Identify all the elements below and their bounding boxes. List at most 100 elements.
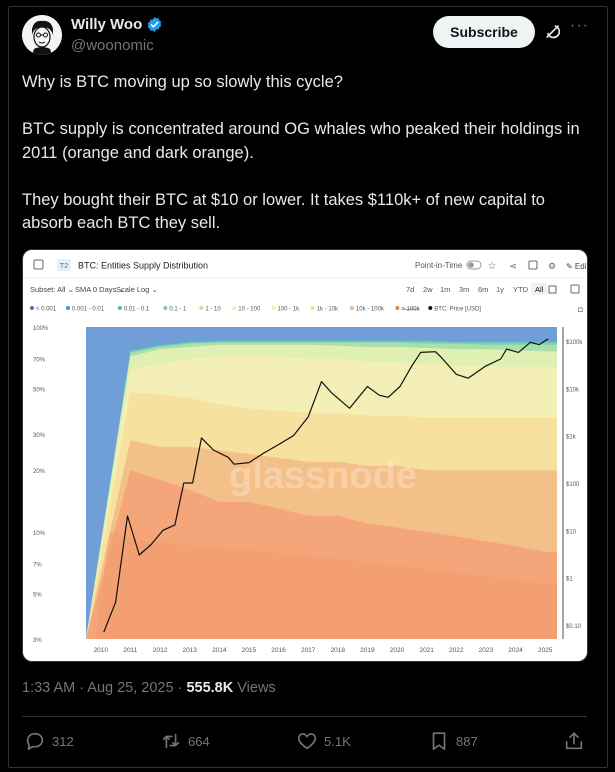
author-handle[interactable]: @woonomic: [71, 37, 154, 54]
share-chart-icon: ⋖: [509, 261, 517, 271]
grok-button[interactable]: [543, 22, 563, 42]
share-icon: [565, 732, 583, 750]
left-axis-tick: 5%: [33, 593, 42, 599]
legend-swatch: [395, 306, 400, 310]
like-button[interactable]: 5.1K: [296, 730, 351, 752]
x-axis-tick: 2015: [242, 647, 257, 654]
x-axis-tick: 2011: [123, 647, 137, 654]
sma-dropdown: SMA 0 Days ⌄: [75, 285, 125, 294]
legend-swatch: [66, 306, 71, 310]
x-axis-tick: 2020: [390, 647, 405, 654]
right-axis-tick: $1: [566, 577, 573, 583]
area-gt-100k: [94, 531, 558, 639]
legend-swatch: [30, 306, 34, 310]
scale-dropdown: Scale Log ⌄: [116, 285, 158, 294]
legend-entry: 0.01 - 0.1: [124, 307, 150, 313]
x-axis-tick: 2025: [538, 647, 553, 654]
legend-swatch: [310, 306, 315, 310]
tweet-paragraph-1: Why is BTC moving up so slowly this cycl…: [22, 73, 343, 91]
x-axis-tick: 2024: [508, 647, 523, 654]
chart-title: BTC: Entities Supply Distribution: [78, 261, 208, 271]
tier-badge-bg: [57, 259, 71, 271]
share-button[interactable]: [563, 730, 585, 752]
legend-entry: 100 - 1k: [278, 307, 301, 313]
x-axis-tick: 2016: [271, 647, 286, 654]
toggle-knob: [468, 262, 474, 268]
sidebar-toggle-icon: [33, 259, 44, 270]
avatar-sketch-icon: [22, 15, 62, 55]
legend-swatch: [232, 306, 237, 310]
range-1m: 1m: [440, 285, 450, 294]
x-axis-tick: 2014: [212, 647, 227, 654]
range-active-bg: [531, 283, 547, 295]
x-axis-tick: 2018: [331, 647, 346, 654]
legend-entry: 0.001 - 0.01: [72, 307, 105, 313]
grok-icon: [546, 25, 561, 39]
tweet-paragraph-3: They bought their BTC at $10 or lower. I…: [22, 190, 545, 233]
calendar-icon: [570, 284, 580, 294]
author-name[interactable]: Willy Woo: [71, 16, 143, 33]
subscribe-button[interactable]: Subscribe: [433, 16, 535, 48]
pre-data-mask: [56, 327, 86, 639]
camera-icon: ◘: [578, 305, 583, 314]
range-6m: 6m: [478, 285, 488, 294]
repost-button[interactable]: 664: [160, 730, 210, 752]
reply-button[interactable]: 312: [24, 730, 74, 752]
tweet-timestamp[interactable]: 1:33 AM · Aug 25, 2025 ·: [22, 680, 187, 696]
bookmark-count: 887: [456, 733, 478, 749]
author-name-row[interactable]: Willy Woo: [71, 16, 163, 33]
action-bar: 312 664 5.1K 887: [22, 730, 587, 756]
bookmark-icon: [432, 732, 446, 751]
point-in-time-label: Point-in-Time: [415, 261, 463, 270]
legend-swatch: [163, 306, 168, 310]
heart-icon: [297, 733, 317, 750]
right-axis-tick: $100k: [566, 340, 583, 346]
reply-icon: [26, 732, 44, 751]
watermark: glassnode: [229, 455, 417, 497]
tweet-paragraph-2: BTC supply is concentrated around OG wha…: [22, 120, 580, 162]
tier-badge: T2: [60, 261, 69, 270]
avatar[interactable]: [22, 15, 62, 55]
right-axis-tick: $100: [566, 482, 580, 488]
legend-swatch: [199, 306, 204, 310]
legend-entry: 1 - 10: [205, 307, 221, 313]
left-axis-tick: 100%: [33, 326, 49, 332]
legend-entry: 0.1 - 1: [169, 307, 187, 313]
like-count: 5.1K: [324, 733, 351, 749]
x-axis-tick: 2019: [360, 647, 375, 654]
fullscreen-icon: [548, 285, 557, 294]
legend-entry: < 0.001: [36, 307, 57, 313]
copy-icon: [528, 260, 538, 270]
x-axis-tick: 2012: [153, 647, 168, 654]
left-axis-tick: 50%: [33, 388, 46, 394]
verified-badge-icon: [148, 17, 162, 32]
chart-image[interactable]: T2 BTC: Entities Supply Distribution Point…: [22, 249, 588, 662]
legend-entry: 1k - 10k: [317, 307, 339, 313]
chart-svg: T2 BTC: Entities Supply Distribution Point…: [23, 259, 587, 654]
repost-count: 664: [188, 733, 210, 749]
more-options-button[interactable]: ···: [570, 17, 590, 40]
x-axis-tick: 2022: [449, 647, 464, 654]
views-count: 555.8K: [186, 680, 234, 696]
legend-entry: BTC: Price [USD]: [434, 307, 481, 313]
left-axis-tick: 3%: [33, 638, 42, 644]
subset-dropdown: Subset: All ⌄: [30, 285, 74, 294]
more-icon: ···: [570, 17, 589, 34]
right-axis-tick: $10: [566, 529, 577, 535]
legend-entry: 10k - 100k: [356, 307, 385, 313]
x-axis-tick: 2021: [419, 647, 434, 654]
range-7d: 7d: [406, 285, 414, 294]
legend-swatch: [349, 306, 354, 310]
btc-price-line: [103, 338, 549, 633]
legend-swatch: [271, 306, 276, 310]
repost-icon: [162, 733, 180, 749]
legend-swatch: [117, 306, 122, 310]
legend-entry: 10 - 100: [238, 307, 261, 313]
bookmark-button[interactable]: 887: [428, 730, 478, 752]
tweet-card: [8, 6, 608, 768]
x-axis-tick: 2023: [479, 647, 494, 654]
legend-entry: > 100k: [401, 307, 420, 313]
x-axis-tick: 2017: [301, 647, 316, 654]
range-ytd: YTD: [513, 285, 529, 294]
divider: [22, 716, 587, 717]
